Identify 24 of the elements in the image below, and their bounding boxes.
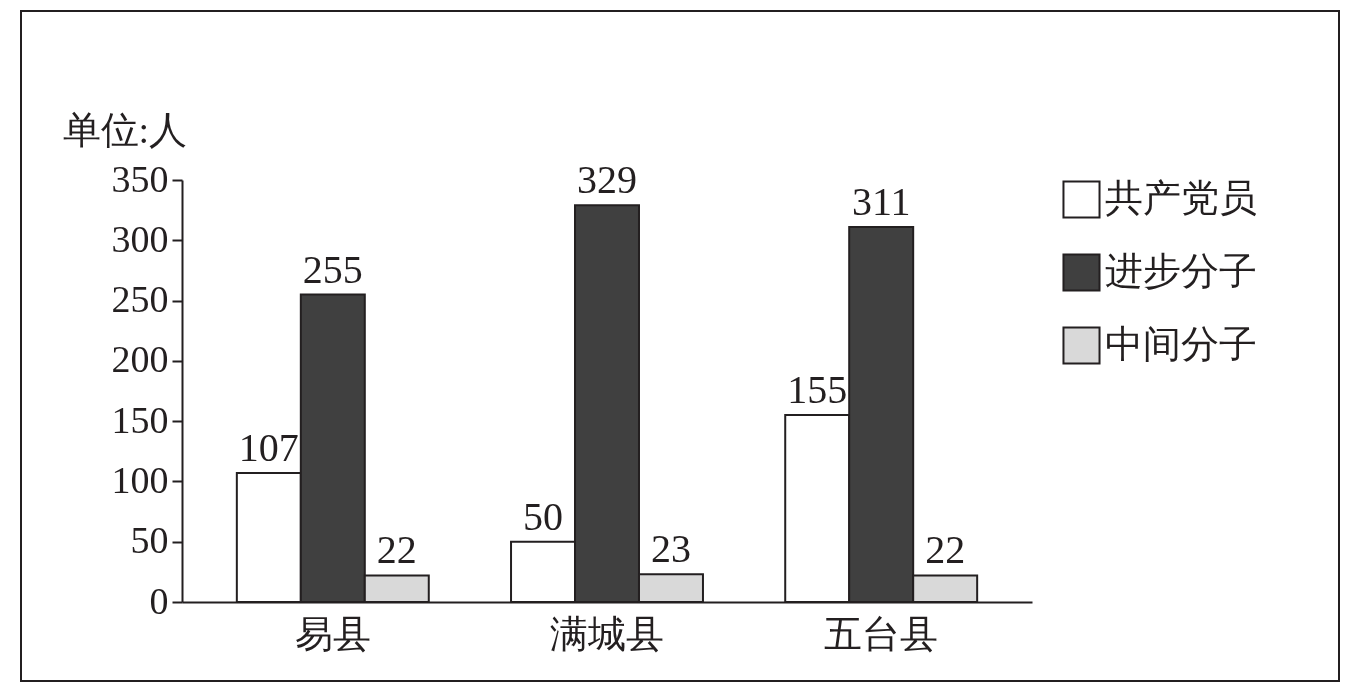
y-tick-label: 300: [111, 217, 169, 260]
legend-label: 共产党员: [1105, 176, 1257, 219]
legend-label: 中间分子: [1105, 322, 1257, 365]
y-tick-label: 50: [130, 519, 169, 562]
y-tick-label: 150: [111, 398, 169, 441]
y-tick-label: 250: [111, 278, 169, 321]
x-tick-label: 易县: [294, 612, 371, 655]
y-tick-label: 100: [111, 458, 169, 501]
data-label: 255: [302, 246, 363, 292]
data-label: 155: [787, 367, 848, 413]
data-label: 50: [523, 493, 564, 539]
data-label: 22: [376, 527, 417, 573]
data-label: 311: [851, 179, 911, 225]
y-tick-label: 0: [149, 579, 169, 622]
x-tick-label: 满城县: [550, 612, 664, 655]
legend-label: 进步分子: [1105, 249, 1257, 292]
y-tick-label: 200: [111, 338, 169, 381]
data-label: 107: [238, 424, 299, 470]
y-axis-title: 单位:人: [62, 108, 188, 151]
data-label: 329: [577, 157, 637, 203]
data-label: 22: [925, 527, 966, 573]
data-label: 23: [650, 526, 691, 572]
y-tick-label: 350: [111, 157, 169, 200]
x-tick-label: 五台县: [824, 612, 939, 655]
